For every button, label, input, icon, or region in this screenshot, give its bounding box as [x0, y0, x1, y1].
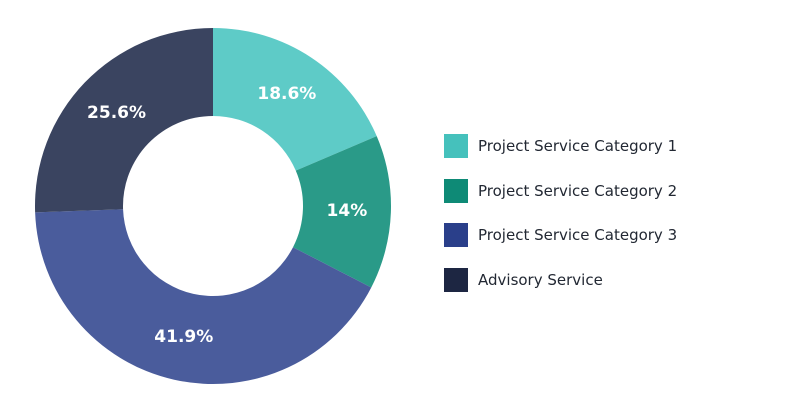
legend-item-advisory-service: Advisory Service — [444, 267, 677, 293]
donut-slices — [35, 28, 391, 384]
legend-label: Project Service Category 1 — [478, 137, 678, 155]
legend-label: Project Service Category 2 — [478, 181, 678, 200]
slice-data-label: 14% — [327, 201, 368, 221]
donut-slice-advisory-service — [35, 28, 213, 213]
legend-swatch — [444, 223, 468, 247]
slice-data-label: 18.6% — [257, 84, 316, 104]
slice-data-label: 25.6% — [87, 103, 146, 123]
donut-slice-project-service-category-1 — [213, 28, 377, 171]
legend-item-project-service-category-2: Project Service Category 2 — [444, 178, 677, 204]
donut-slice-project-service-category-3 — [35, 209, 372, 384]
legend-label: Project Service Category 3 — [478, 226, 678, 244]
legend-swatch — [444, 178, 468, 203]
legend-item-project-service-category-3: Project Service Category 3 — [444, 222, 677, 248]
slice-data-label: 41.9% — [154, 327, 213, 347]
donut-slice-project-service-category-2 — [293, 136, 391, 288]
legend: Project Service Category 1 Project Servi… — [444, 133, 677, 311]
donut-labels: 18.6% 14% 41.9% 25.6% — [87, 84, 367, 347]
legend-label: Advisory Service — [478, 270, 603, 289]
legend-item-project-service-category-1: Project Service Category 1 — [444, 133, 677, 159]
legend-swatch — [444, 267, 468, 292]
donut-chart: 18.6% 14% 41.9% 25.6% — [35, 28, 391, 384]
legend-swatch — [444, 134, 468, 158]
